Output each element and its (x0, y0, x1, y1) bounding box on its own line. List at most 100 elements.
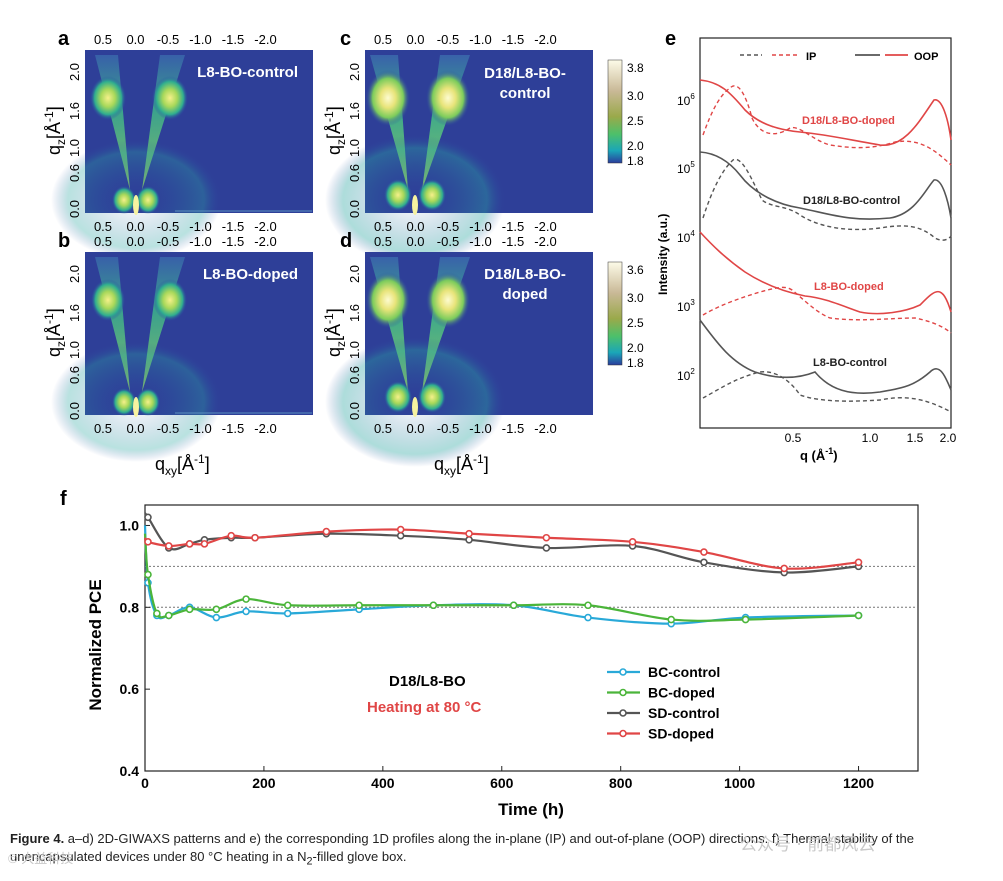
giwaxs-tick-labels: 0.50.50.00.0-0.5-0.5-1.0-1.0-1.5-1.5-2.0… (67, 32, 557, 436)
qz-tick-c-0: 0.0 (347, 200, 362, 218)
point-SD-control-12 (700, 558, 708, 567)
lamella-left-d (366, 272, 410, 328)
lamella-right-c (426, 70, 470, 126)
panel-label-c2: control (500, 85, 551, 102)
qxy-top-tick-a-5: -2.0 (254, 32, 276, 47)
qz-tick-d-0: 0.0 (347, 402, 362, 420)
qxy-bottom-tick-b-1: 0.0 (126, 421, 144, 436)
point-BC-control-5 (212, 613, 221, 622)
beamstop-c (412, 195, 418, 215)
point-SD-doped-2 (164, 542, 173, 550)
panel-f-ylabel: Normalized PCE (86, 579, 105, 710)
qz-tick-b-3: 1.6 (67, 304, 82, 322)
figure-caption: Figure 4. a–d) 2D-GIWAXS patterns and e)… (10, 830, 995, 871)
qxy-top-tick-c-3: -1.0 (469, 32, 491, 47)
colorbar-d (607, 261, 623, 366)
point-SD-doped-1 (144, 538, 152, 546)
colorbar-tick-d-4: 1.8 (627, 356, 644, 370)
xtick-label-1: 200 (252, 775, 276, 791)
curve-l8-control-oop (699, 319, 952, 394)
qxy-bottom-tick-d-0: 0.5 (374, 421, 392, 436)
panel-a (51, 50, 313, 260)
beamstop-d (412, 397, 418, 417)
qxy-top-tick-c-4: -1.5 (502, 32, 524, 47)
panel-f-annotation: D18/L8-BO (389, 673, 466, 690)
caption-sub: 2 (306, 855, 313, 868)
point-SD-control-10 (542, 544, 551, 552)
qxy-bottom-tick-c-1: 0.0 (406, 219, 424, 234)
xtick-e-1: 1.0 (862, 431, 879, 445)
qxy-bottom-tick-c-5: -2.0 (534, 219, 556, 234)
caption-label: Figure 4. (10, 831, 65, 846)
lamella-right-b (153, 279, 187, 321)
pipi-right-b (136, 388, 160, 416)
beamstop-b (133, 397, 139, 417)
xtick-label-3: 600 (490, 775, 514, 791)
qxy-top-tick-a-0: 0.5 (94, 32, 112, 47)
caption-text: a–d) 2D-GIWAXS patterns and e) the corre… (10, 831, 914, 864)
point-BC-doped-4 (185, 605, 194, 614)
series-line-BC-control (143, 525, 859, 625)
point-SD-doped-5 (227, 531, 236, 540)
point-BC-doped-10 (509, 601, 518, 610)
legend-label-BC-control: BC-control (648, 664, 720, 680)
qxy-bottom-tick-a-3: -1.0 (189, 219, 211, 234)
panel-f-series (143, 512, 863, 628)
curve-label-4: L8-BO-control (813, 357, 887, 369)
xtick-e-0: 0.5 (785, 431, 802, 445)
point-BC-doped-6 (242, 595, 250, 603)
qxy-top-tick-a-4: -1.5 (222, 32, 244, 47)
point-BC-control-6 (242, 607, 250, 616)
qz-tick-a-1: 0.6 (67, 164, 82, 182)
point-SD-doped-11 (628, 538, 637, 546)
xtick-label-2: 400 (371, 775, 395, 791)
panel-letter-f: f (60, 488, 67, 510)
qz-tick-b-4: 2.0 (67, 265, 82, 283)
curve-d18-control-oop (699, 151, 952, 220)
qxy-bottom-tick-a-5: -2.0 (254, 219, 276, 234)
panel-e-xticks: 0.5 1.0 1.5 2.0 (785, 431, 957, 445)
qxy-bottom-tick-d-4: -1.5 (502, 421, 524, 436)
colorbar-tick-c-3: 2.0 (627, 139, 644, 153)
panel-e: IP OOP D18/L8-BO-doped D18/L8-BO-control… (656, 37, 957, 463)
qxy-top-tick-a-2: -0.5 (157, 32, 179, 47)
watermark-right: 公众号 · 前都风云 (740, 835, 876, 855)
point-BC-doped-1 (144, 570, 152, 579)
colorbar-tick-c-2: 2.5 (627, 114, 644, 128)
qz-tick-a-2: 1.0 (67, 139, 82, 157)
ytick-e-6: 106 (677, 92, 695, 108)
colorbar-tick-d-3: 2.0 (627, 341, 644, 355)
curve-d18-doped-oop (699, 79, 952, 146)
point-BC-doped-13 (741, 615, 750, 624)
qxy-bottom-tick-d-1: 0.0 (406, 421, 424, 436)
qz-tick-c-3: 1.6 (347, 102, 362, 120)
lamella-right-d (426, 272, 470, 328)
xtick-e-3: 2.0 (940, 431, 957, 445)
qz-tick-a-0: 0.0 (67, 200, 82, 218)
point-BC-doped-5 (212, 605, 221, 614)
qz-tick-a-4: 2.0 (67, 63, 82, 81)
legend-oop-label: OOP (914, 51, 938, 63)
qxy-top-tick-a-1: 0.0 (126, 32, 144, 47)
panel-e-frame (699, 37, 952, 429)
pipi-right-a (136, 186, 160, 214)
legend-marker-BC-control (619, 668, 627, 676)
qxy-top-tick-c-2: -0.5 (437, 32, 459, 47)
point-BC-control-11 (584, 613, 592, 622)
pattern-d (325, 257, 505, 467)
lamella-left-c (366, 70, 410, 126)
ytick-label-2: 0.8 (120, 599, 140, 615)
panel-f-annotation2: Heating at 80 °C (367, 699, 482, 716)
panel-letter-d: d (340, 230, 352, 252)
ytick-label-1: 0.6 (120, 681, 140, 697)
panel-f-xlabel: Time (h) (498, 800, 564, 819)
point-SD-control-1 (144, 513, 152, 522)
pipi-right-c (418, 179, 446, 211)
legend-ip-label: IP (806, 51, 816, 63)
panel-e-yticks: 106 105 104 103 102 (677, 92, 695, 383)
qxy-top-tick-b-4: -1.5 (222, 234, 244, 249)
point-BC-doped-12 (667, 615, 676, 624)
watermark-left: © 大益科技 (8, 851, 74, 866)
qxy-bottom-tick-a-4: -1.5 (222, 219, 244, 234)
qxy-top-tick-d-5: -2.0 (534, 234, 556, 249)
